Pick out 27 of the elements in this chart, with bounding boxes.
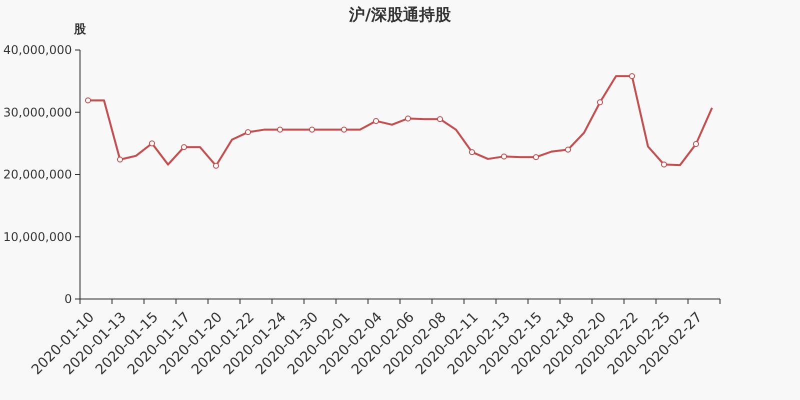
y-tick-label: 30,000,000 [3,105,72,120]
point [661,162,667,168]
point [149,140,155,146]
y-tick-label: 10,000,000 [3,230,72,244]
point [693,140,699,147]
point [309,126,315,133]
chart-title: 沪/深股通持股 [348,5,452,24]
point [629,73,635,80]
y-tick-label: 20,000,000 [3,168,72,182]
point [117,156,123,163]
point [437,116,443,122]
point [469,149,475,156]
point [245,129,251,136]
point [85,97,91,104]
point [181,144,187,150]
y-tick-label: 0 [64,292,72,306]
point [405,115,411,122]
point [501,153,507,160]
point [341,126,347,133]
y-tick-label: 40,000,000 [3,43,72,57]
y-axis-title: 股 [73,22,87,36]
point [565,146,571,153]
point [373,118,379,124]
point [597,99,603,106]
point [277,126,283,133]
point [533,154,539,160]
point [213,162,219,169]
